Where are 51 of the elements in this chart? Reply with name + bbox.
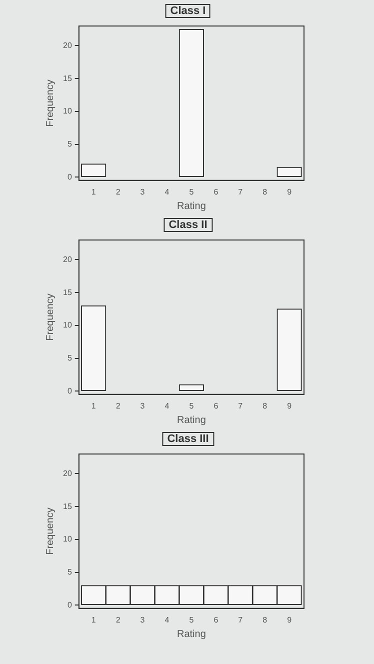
y-tick-label: 0 (67, 386, 72, 396)
x-tick-label: 9 (287, 187, 292, 196)
x-tick-label: 3 (140, 615, 146, 624)
x-tick-label: 7 (238, 401, 244, 410)
x-tick-label: 8 (262, 615, 268, 624)
x-tick-label: 4 (164, 187, 170, 196)
x-tick-label: 2 (116, 187, 121, 196)
chart-title: Class III (162, 432, 214, 446)
x-tick-label: 4 (164, 401, 170, 410)
x-tick-label: 6 (214, 401, 219, 410)
x-tick-label: 5 (189, 187, 194, 196)
x-tick-label: 5 (189, 401, 194, 410)
x-tick-label: 6 (214, 187, 219, 196)
y-tick-label: 15 (62, 502, 72, 511)
y-tick-label: 0 (67, 172, 72, 182)
x-tick-label: 6 (214, 615, 219, 624)
x-tick-label: 4 (164, 615, 170, 624)
x-tick-label: 1 (91, 401, 96, 410)
x-axis-title: Rating (176, 628, 206, 640)
x-tick-label: 3 (140, 401, 146, 410)
x-tick-label: 7 (238, 187, 244, 196)
chart-title: Class II (164, 218, 212, 232)
x-axis-title: Rating (176, 200, 206, 212)
y-tick-label: 10 (62, 320, 72, 330)
x-tick-label: 9 (287, 615, 292, 624)
y-tick-label: 5 (67, 353, 72, 362)
x-tick-label: 2 (116, 401, 121, 410)
y-tick-label: 0 (67, 600, 72, 610)
x-tick-label: 2 (116, 615, 121, 624)
y-axis-title: Frequency (44, 508, 56, 555)
y-tick-label: 10 (62, 106, 72, 116)
y-tick-label: 5 (67, 567, 72, 576)
y-tick-label: 20 (62, 40, 72, 50)
x-tick-label: 8 (262, 187, 268, 196)
y-tick-label: 15 (62, 288, 72, 297)
x-tick-label: 1 (91, 187, 96, 196)
y-tick-label: 5 (67, 139, 72, 148)
x-axis-title: Rating (176, 414, 206, 426)
x-tick-label: 8 (262, 401, 268, 410)
y-tick-label: 20 (62, 468, 72, 478)
x-tick-label: 1 (91, 615, 96, 624)
y-tick-label: 10 (62, 534, 72, 544)
x-tick-label: 7 (238, 615, 244, 624)
y-tick-label: 20 (62, 254, 72, 264)
y-tick-label: 15 (62, 74, 72, 83)
x-tick-label: 9 (287, 401, 292, 410)
x-tick-label: 3 (140, 187, 146, 196)
y-axis-title: Frequency (44, 80, 56, 127)
chart-title: Class I (165, 4, 211, 18)
x-tick-label: 5 (189, 615, 194, 624)
y-axis-title: Frequency (44, 294, 56, 341)
